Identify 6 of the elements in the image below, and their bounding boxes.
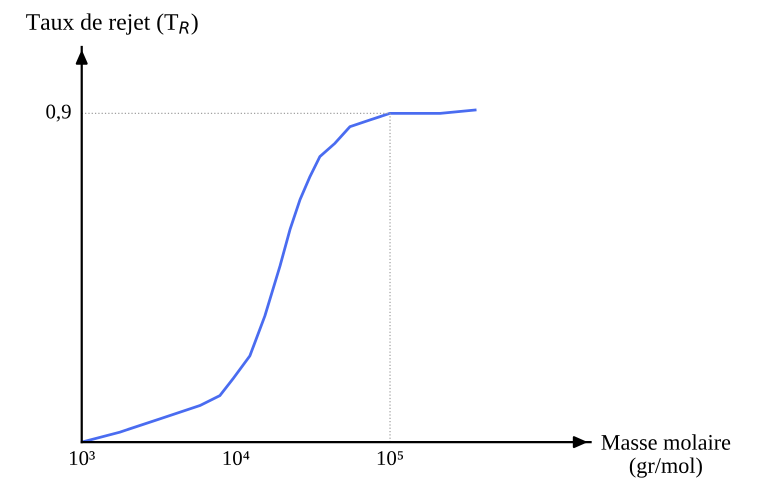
text: 0,9 [46, 104, 71, 122]
x-tick-label: 10³ [70, 451, 95, 466]
x-tick-label: 10⁵ [378, 451, 404, 466]
x-tick-label: 10⁴ [224, 451, 250, 466]
y-axis-title: Taux de rejet (T$_{R}$) [26, 13, 198, 35]
x-axis-title: Masse molaire (gr/mol) [601, 434, 730, 478]
